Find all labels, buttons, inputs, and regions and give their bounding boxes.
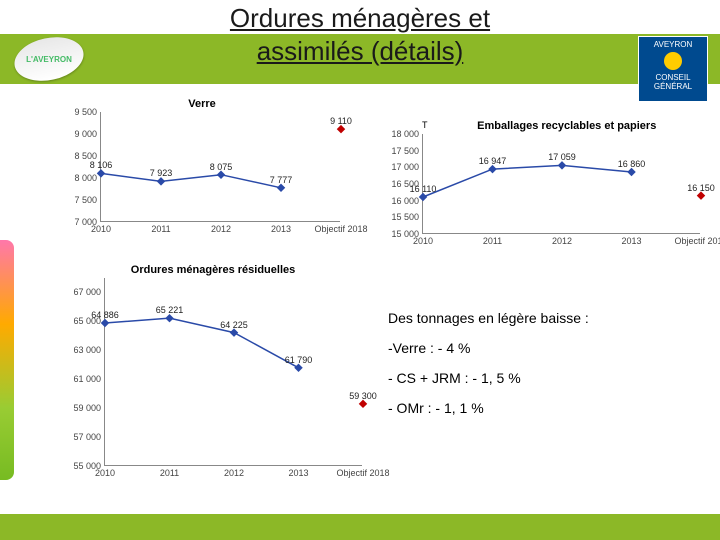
series-marker — [277, 184, 285, 192]
x-tick: 2012 — [552, 233, 572, 246]
chart-emballages: TEmballages recyclables et papiers 15 000… — [376, 120, 706, 270]
chart-title-text: Ordures ménagères résiduelles — [131, 264, 295, 276]
logo-conseil-general: AVEYRON CONSEIL GÉNÉRAL — [638, 36, 708, 102]
notes-line1: -Verre : - 4 % — [388, 340, 708, 356]
chart-title: Verre — [58, 98, 346, 110]
value-label: 8 106 — [90, 160, 113, 170]
chart-plot: 7 0007 5008 0008 5009 0009 5002010201120… — [100, 112, 340, 222]
series-marker — [294, 364, 302, 372]
y-tick: 17 500 — [391, 146, 423, 156]
x-tick: 2010 — [95, 465, 115, 478]
chart-svg — [105, 278, 363, 466]
y-tick: 7 500 — [74, 195, 101, 205]
objective-marker — [697, 191, 705, 199]
x-tick: 2011 — [151, 221, 170, 234]
objective-marker — [337, 125, 345, 133]
x-tick: Objectif 2018 — [674, 233, 720, 246]
y-tick: 67 000 — [73, 287, 105, 297]
logo-aveyron-attractif: L'AVEYRON — [14, 38, 94, 88]
y-tick: 61 000 — [73, 374, 105, 384]
series-line — [105, 318, 299, 368]
x-tick: 2013 — [271, 221, 291, 234]
chart-svg — [423, 134, 701, 234]
series-marker — [558, 161, 566, 169]
value-label: 64 225 — [220, 320, 248, 330]
notes-line3: - OMr : - 1, 1 % — [388, 400, 708, 416]
chart-title-text: Emballages recyclables et papiers — [477, 120, 656, 132]
series-line — [101, 173, 281, 187]
title-line2: assimilés (détails) — [257, 36, 464, 66]
value-label: 17 059 — [548, 152, 576, 162]
y-tick: 8 000 — [74, 173, 101, 183]
value-label: 16 947 — [479, 156, 507, 166]
x-tick: 2010 — [91, 221, 111, 234]
title-line1: Ordures ménagères et — [230, 3, 490, 33]
value-label: 16 860 — [618, 159, 646, 169]
value-label: 61 790 — [285, 355, 313, 365]
value-label: 65 221 — [156, 305, 184, 315]
y-tick: 15 500 — [391, 212, 423, 222]
series-marker — [488, 165, 496, 173]
y-tick: 17 000 — [391, 162, 423, 172]
side-stripe — [0, 240, 14, 480]
series-marker — [157, 177, 165, 185]
y-tick: 16 000 — [391, 196, 423, 206]
series-marker — [217, 170, 225, 178]
value-label: 9 110 — [330, 116, 352, 126]
logo-left-text: L'AVEYRON — [26, 55, 72, 64]
chart-title: Ordures ménagères résiduelles — [58, 264, 368, 276]
chart-title: TEmballages recyclables et papiers — [376, 120, 706, 132]
notes-line2: - CS + JRM : - 1, 5 % — [388, 370, 708, 386]
x-tick: 2012 — [224, 465, 244, 478]
chart-title-text: Verre — [188, 98, 216, 110]
x-tick: 2011 — [483, 233, 502, 246]
series-marker — [230, 328, 238, 336]
chart-verre: Verre 7 0007 5008 0008 5009 0009 50020102… — [58, 98, 346, 258]
value-label: 64 886 — [91, 310, 119, 320]
logo-right-l1: AVEYRON — [639, 41, 707, 50]
value-label: 16 150 — [687, 183, 715, 193]
y-tick: 9 000 — [74, 129, 101, 139]
series-marker — [165, 314, 173, 322]
footer-band — [0, 514, 720, 540]
notes-block: Des tonnages en légère baisse : -Verre :… — [388, 296, 708, 430]
x-tick: 2013 — [621, 233, 641, 246]
page-title: Ordures ménagères et assimilés (détails) — [0, 2, 720, 67]
x-tick: Objectif 2018 — [336, 465, 389, 478]
value-label: 7 923 — [150, 168, 173, 178]
chart-omr: Ordures ménagères résiduelles 55 00057 00… — [58, 264, 368, 504]
series-marker — [627, 168, 635, 176]
y-tick: 63 000 — [73, 345, 105, 355]
chart-plot: 15 00015 50016 00016 50017 00017 50018 0… — [422, 134, 700, 234]
y-tick: 57 000 — [73, 432, 105, 442]
chart-plot: 55 00057 00059 00061 00063 00065 00067 0… — [104, 278, 362, 466]
value-label: 16 110 — [410, 184, 437, 194]
objective-marker — [359, 400, 367, 408]
value-label: 8 075 — [210, 162, 233, 172]
notes-heading: Des tonnages en légère baisse : — [388, 310, 708, 326]
y-tick: 59 000 — [73, 403, 105, 413]
y-tick: 18 000 — [391, 129, 423, 139]
value-label: 7 777 — [270, 175, 293, 185]
x-tick: 2013 — [288, 465, 308, 478]
sun-icon — [664, 52, 682, 70]
x-tick: Objectif 2018 — [314, 221, 367, 234]
y-tick: 9 500 — [74, 107, 101, 117]
series-line — [423, 165, 632, 197]
x-tick: 2011 — [160, 465, 179, 478]
x-tick: 2012 — [211, 221, 231, 234]
value-label: 59 300 — [349, 391, 377, 401]
x-tick: 2010 — [413, 233, 433, 246]
logo-right-l3: GÉNÉRAL — [639, 83, 707, 92]
